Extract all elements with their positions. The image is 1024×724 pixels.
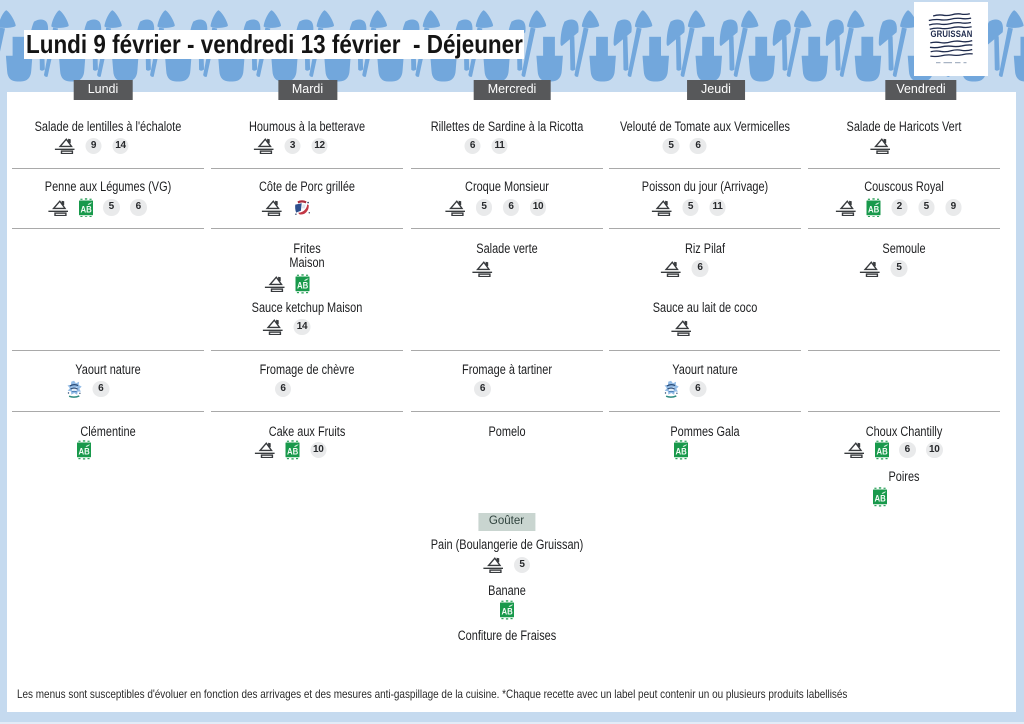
svg-text:GRUISSAN: GRUISSAN [930,29,972,40]
